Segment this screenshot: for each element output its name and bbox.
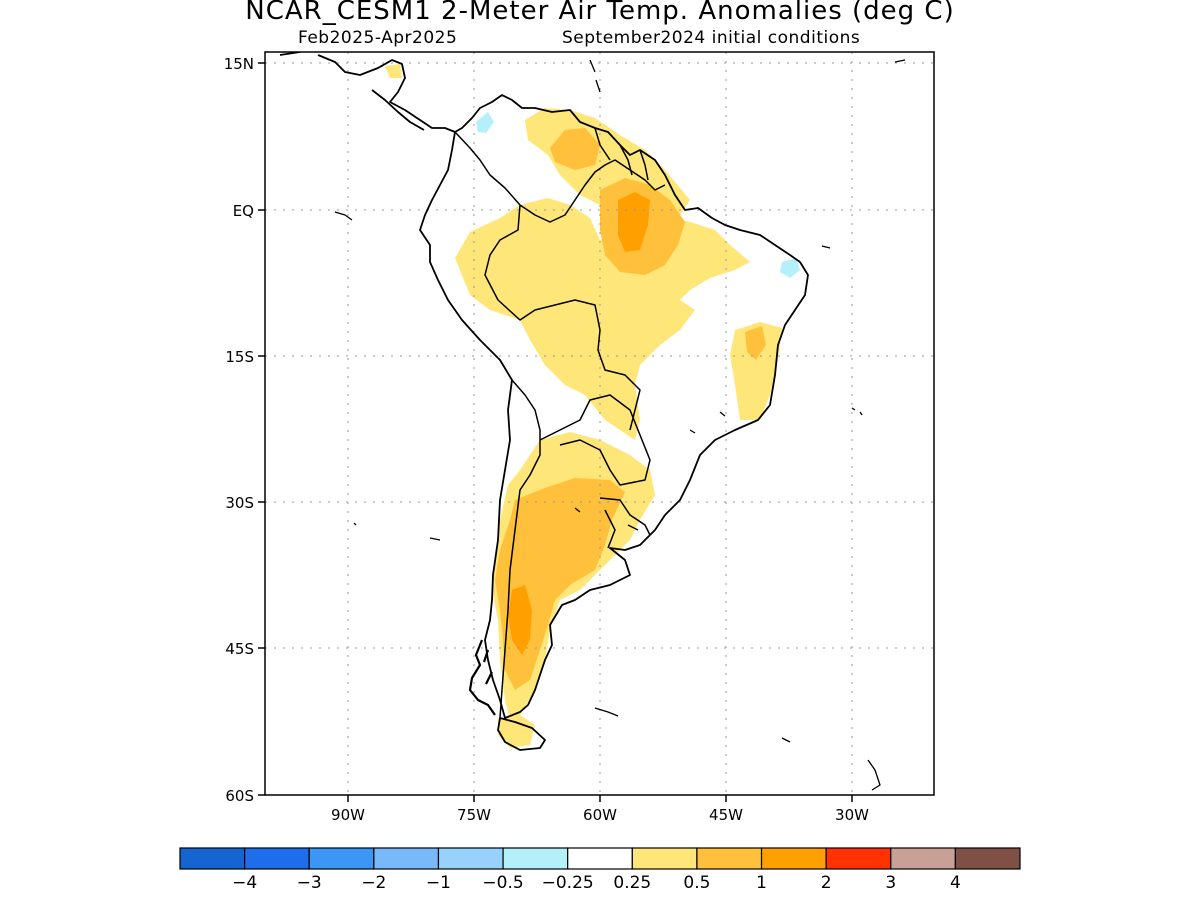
coastlines [279,52,906,791]
anomaly-shading [385,64,800,748]
lat-label-15s: 15S [225,348,254,366]
lat-label-45s: 45S [225,640,254,658]
colorbar-swatch [954,847,1021,870]
colorbar-label: −0.25 [542,873,594,893]
colorbar-swatch [308,847,375,870]
colorbar-swatch [567,847,633,870]
tierra-del-fuego-coast [497,717,546,751]
colorbar-swatch [502,847,569,870]
forecast-period: Feb2025-Apr2025 [298,28,458,48]
colorbar-label: 4 [950,873,961,893]
lat-label-60s: 60S [225,787,254,805]
colorbar-swatch [373,847,440,870]
colorbar-label: −3 [297,873,322,893]
anomaly-region-amazon-hot [618,192,650,252]
colorbar-swatch [244,847,310,870]
latitude-labels: 15N EQ 15S 30S 45S 60S [224,55,254,805]
anomaly-region-guiana-warm [550,128,600,170]
tick-marks [258,62,853,802]
anomaly-region-nordeste-cool [780,258,800,278]
lat-label-15n: 15N [224,55,254,73]
lon-label-90w: 90W [331,806,365,824]
national-borders [454,127,666,719]
colorbar-swatch [696,847,763,870]
lon-label-30w: 30W [835,806,869,824]
anomaly-region-bahia-warm [745,326,766,360]
anomaly-region-east-brazil [730,322,782,420]
colorbar-label: 0.25 [613,873,651,893]
longitude-labels: 90W 75W 60W 45W 30W [331,806,869,824]
anomaly-region-fuego [498,715,535,748]
lon-label-45w: 45W [709,806,743,824]
colorbar-swatch [890,847,956,870]
lon-label-60w: 60W [583,806,617,824]
colorbar-swatch [631,847,698,870]
anomaly-region-honduras [385,64,402,78]
colorbar-swatch [760,847,827,870]
initial-conditions: September2024 initial conditions [562,28,861,48]
colorbar-label: −0.5 [482,873,523,893]
central-america-coast [279,52,456,133]
colorbar-label: −1 [426,873,451,893]
anomaly-region-andes-north [490,232,520,262]
lon-label-75w: 75W [457,806,491,824]
colorbar: −4 −3 −2 −1 −0.5 −0.25 0.25 0.5 1 2 3 4 [179,847,1021,893]
colorbar-label: 3 [885,873,896,893]
lat-label-30s: 30S [225,494,254,512]
south-america-coast [419,94,809,719]
colorbar-label: −4 [232,873,257,893]
anomaly-region-colombia-cool [476,112,494,133]
anomaly-region-north [455,198,750,440]
anomaly-region-andes-hot [508,585,532,655]
chilean-fjords [468,639,496,716]
islands [334,59,906,791]
colorbar-swatch [179,847,246,870]
map-title: NCAR_CESM1 2-Meter Air Temp. Anomalies (… [245,0,955,26]
colorbar-label: 0.5 [683,873,710,893]
colorbar-swatch [437,847,504,870]
colorbar-label: 1 [756,873,767,893]
lat-label-eq: EQ [233,202,254,220]
colorbar-label: −2 [361,873,386,893]
colorbar-label: 2 [821,873,832,893]
colorbar-swatch [825,847,892,870]
